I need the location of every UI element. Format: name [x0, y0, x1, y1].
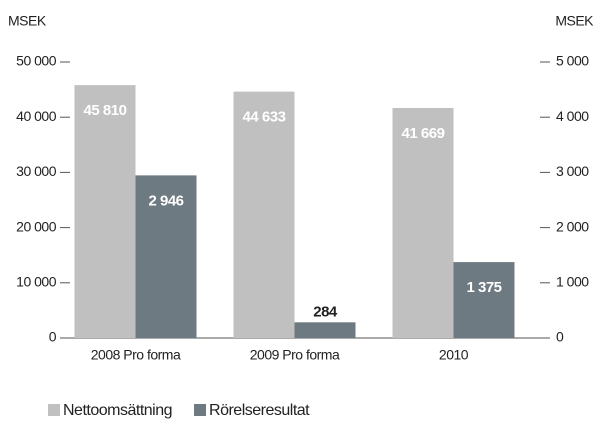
legend-label: Nettoomsättning: [63, 402, 172, 419]
data-label: 284: [313, 303, 338, 320]
bar: [294, 322, 356, 338]
data-label: 45 810: [84, 102, 127, 119]
data-label: 44 633: [243, 109, 286, 126]
y2-tick-label: 3 000: [556, 163, 589, 179]
y-tick-label: 30 000: [16, 163, 57, 179]
bar: [135, 175, 197, 338]
y-tick-label: 20 000: [16, 218, 57, 234]
legend-swatch: [194, 404, 207, 416]
y2-tick-label: 0: [556, 329, 564, 345]
legend-label: Rörelseresultat: [209, 402, 310, 419]
y2-tick-label: 1 000: [556, 274, 589, 290]
data-label: 1 375: [466, 279, 501, 296]
bar: [392, 107, 454, 338]
data-label: 41 669: [402, 125, 445, 142]
x-tick-label: 2009 Pro forma: [250, 347, 340, 363]
y-tick-label: 0: [49, 329, 57, 345]
x-tick-label: 2008 Pro forma: [91, 347, 181, 363]
y-tick-label: 50 000: [16, 53, 57, 69]
y-axis-label: MSEK: [8, 13, 47, 29]
data-label: 2 946: [148, 192, 183, 209]
legend-swatch: [48, 404, 60, 416]
bar: [233, 91, 295, 338]
y2-tick-label: 2 000: [556, 218, 589, 234]
bar: [453, 262, 515, 338]
y2-tick-label: 5 000: [556, 53, 589, 69]
y2-axis-label: MSEK: [555, 13, 594, 29]
y2-tick-label: 4 000: [556, 108, 589, 124]
y-tick-label: 10 000: [16, 274, 57, 290]
y-tick-label: 40 000: [16, 108, 57, 124]
x-tick-label: 2010: [439, 347, 469, 363]
bar: [74, 85, 136, 338]
